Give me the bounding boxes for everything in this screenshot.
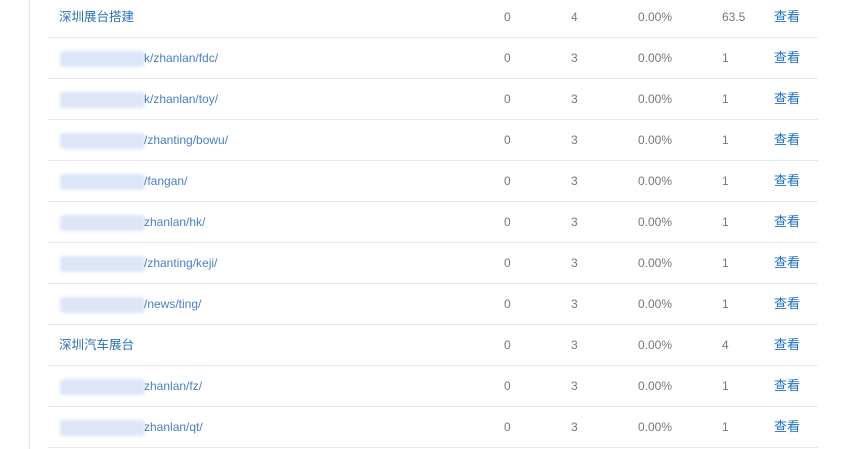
view-link[interactable]: 查看 xyxy=(774,296,801,311)
url-link[interactable]: zhanlan/fz/ xyxy=(144,379,203,393)
table-row: /zhanting/bowu/0 3 0.00% 1 查看 xyxy=(48,120,818,161)
cell-c2: 3 xyxy=(571,379,578,393)
url-link[interactable]: /news/ting/ xyxy=(144,297,202,311)
cell-c4: 4 xyxy=(722,338,729,352)
cell-c2: 3 xyxy=(571,133,578,147)
cell-c3: 0.00% xyxy=(638,174,673,188)
redacted-blur xyxy=(60,215,145,231)
redacted-blur xyxy=(60,133,145,149)
table-row: zhanlan/qt/0 3 0.00% 1 查看 xyxy=(48,407,818,448)
cell-c4: 1 xyxy=(722,92,729,106)
cell-c4: 1 xyxy=(722,174,729,188)
cell-c4: 1 xyxy=(722,51,729,65)
redacted-blur xyxy=(60,174,145,190)
cell-c3: 0.00% xyxy=(638,338,673,352)
cell-c1: 0 xyxy=(504,297,511,311)
cell-c1: 0 xyxy=(504,10,511,24)
cell-c2: 3 xyxy=(571,51,578,65)
cell-c3: 0.00% xyxy=(638,297,673,311)
view-link[interactable]: 查看 xyxy=(774,337,801,352)
cell-c2: 3 xyxy=(571,174,578,188)
url-link[interactable]: k/zhanlan/toy/ xyxy=(144,92,219,106)
url-link[interactable]: /zhanting/bowu/ xyxy=(144,133,229,147)
view-link[interactable]: 查看 xyxy=(774,214,801,229)
cell-c2: 3 xyxy=(571,256,578,270)
cell-c1: 0 xyxy=(504,133,511,147)
cell-c1: 0 xyxy=(504,256,511,270)
cell-c2: 3 xyxy=(571,297,578,311)
cell-c2: 3 xyxy=(571,215,578,229)
url-link[interactable]: k/zhanlan/fdc/ xyxy=(144,51,219,65)
table-row: k/zhanlan/fdc/0 3 0.00% 1 查看 xyxy=(48,38,818,79)
cell-c2: 3 xyxy=(571,338,578,352)
cell-c3: 0.00% xyxy=(638,133,673,147)
redacted-blur xyxy=(60,256,145,272)
cell-c3: 0.00% xyxy=(638,51,673,65)
cell-c1: 0 xyxy=(504,92,511,106)
cell-c3: 0.00% xyxy=(638,420,673,434)
table-row: zhanlan/hk/0 3 0.00% 1 查看 xyxy=(48,202,818,243)
keyword-link[interactable]: 深圳展台搭建 xyxy=(59,10,135,24)
table-row: /zhanting/keji/0 3 0.00% 1 查看 xyxy=(48,243,818,284)
cell-c2: 4 xyxy=(571,10,578,24)
cell-c1: 0 xyxy=(504,215,511,229)
cell-c3: 0.00% xyxy=(638,92,673,106)
cell-c2: 3 xyxy=(571,92,578,106)
keyword-link[interactable]: 深圳汽车展台 xyxy=(59,338,135,352)
view-link[interactable]: 查看 xyxy=(774,132,801,147)
view-link[interactable]: 查看 xyxy=(774,173,801,188)
cell-c1: 0 xyxy=(504,51,511,65)
view-link[interactable]: 查看 xyxy=(774,378,801,393)
cell-c3: 0.00% xyxy=(638,10,673,24)
cell-c1: 0 xyxy=(504,174,511,188)
cell-c4: 1 xyxy=(722,420,729,434)
url-link[interactable]: /fangan/ xyxy=(144,174,188,188)
cell-c4: 1 xyxy=(722,256,729,270)
cell-c1: 0 xyxy=(504,379,511,393)
url-link[interactable]: zhanlan/qt/ xyxy=(144,420,203,434)
cell-c3: 0.00% xyxy=(638,256,673,270)
cell-c2: 3 xyxy=(571,420,578,434)
cell-c4: 1 xyxy=(722,379,729,393)
view-link[interactable]: 查看 xyxy=(774,255,801,270)
table-row: k/zhanlan/toy/0 3 0.00% 1 查看 xyxy=(48,79,818,120)
left-border xyxy=(29,0,30,449)
cell-c4: 1 xyxy=(722,133,729,147)
keyword-table: 深圳展台搭建 0 4 0.00% 63.5 查看 k/zhanlan/fdc/0 3 0.00%… xyxy=(48,0,818,448)
url-link[interactable]: zhanlan/hk/ xyxy=(144,215,206,229)
cell-c4: 63.5 xyxy=(722,10,746,24)
redacted-blur xyxy=(60,420,145,436)
view-link[interactable]: 查看 xyxy=(774,419,801,434)
table-row: zhanlan/fz/0 3 0.00% 1 查看 xyxy=(48,366,818,407)
cell-c3: 0.00% xyxy=(638,215,673,229)
table-row: 深圳展台搭建 0 4 0.00% 63.5 查看 xyxy=(48,0,818,38)
cell-c1: 0 xyxy=(504,338,511,352)
table-row: 深圳汽车展台 0 3 0.00% 4 查看 xyxy=(48,325,818,366)
view-link[interactable]: 查看 xyxy=(774,50,801,65)
cell-c3: 0.00% xyxy=(638,379,673,393)
view-link[interactable]: 查看 xyxy=(774,91,801,106)
cell-c4: 1 xyxy=(722,297,729,311)
table-row: /fangan/0 3 0.00% 1 查看 xyxy=(48,161,818,202)
view-link[interactable]: 查看 xyxy=(774,9,801,24)
redacted-blur xyxy=(60,379,145,395)
redacted-blur xyxy=(60,51,145,67)
redacted-blur xyxy=(60,297,145,313)
table-row: /news/ting/0 3 0.00% 1 查看 xyxy=(48,284,818,325)
url-link[interactable]: /zhanting/keji/ xyxy=(144,256,218,270)
redacted-blur xyxy=(60,92,145,108)
cell-c4: 1 xyxy=(722,215,729,229)
cell-c1: 0 xyxy=(504,420,511,434)
